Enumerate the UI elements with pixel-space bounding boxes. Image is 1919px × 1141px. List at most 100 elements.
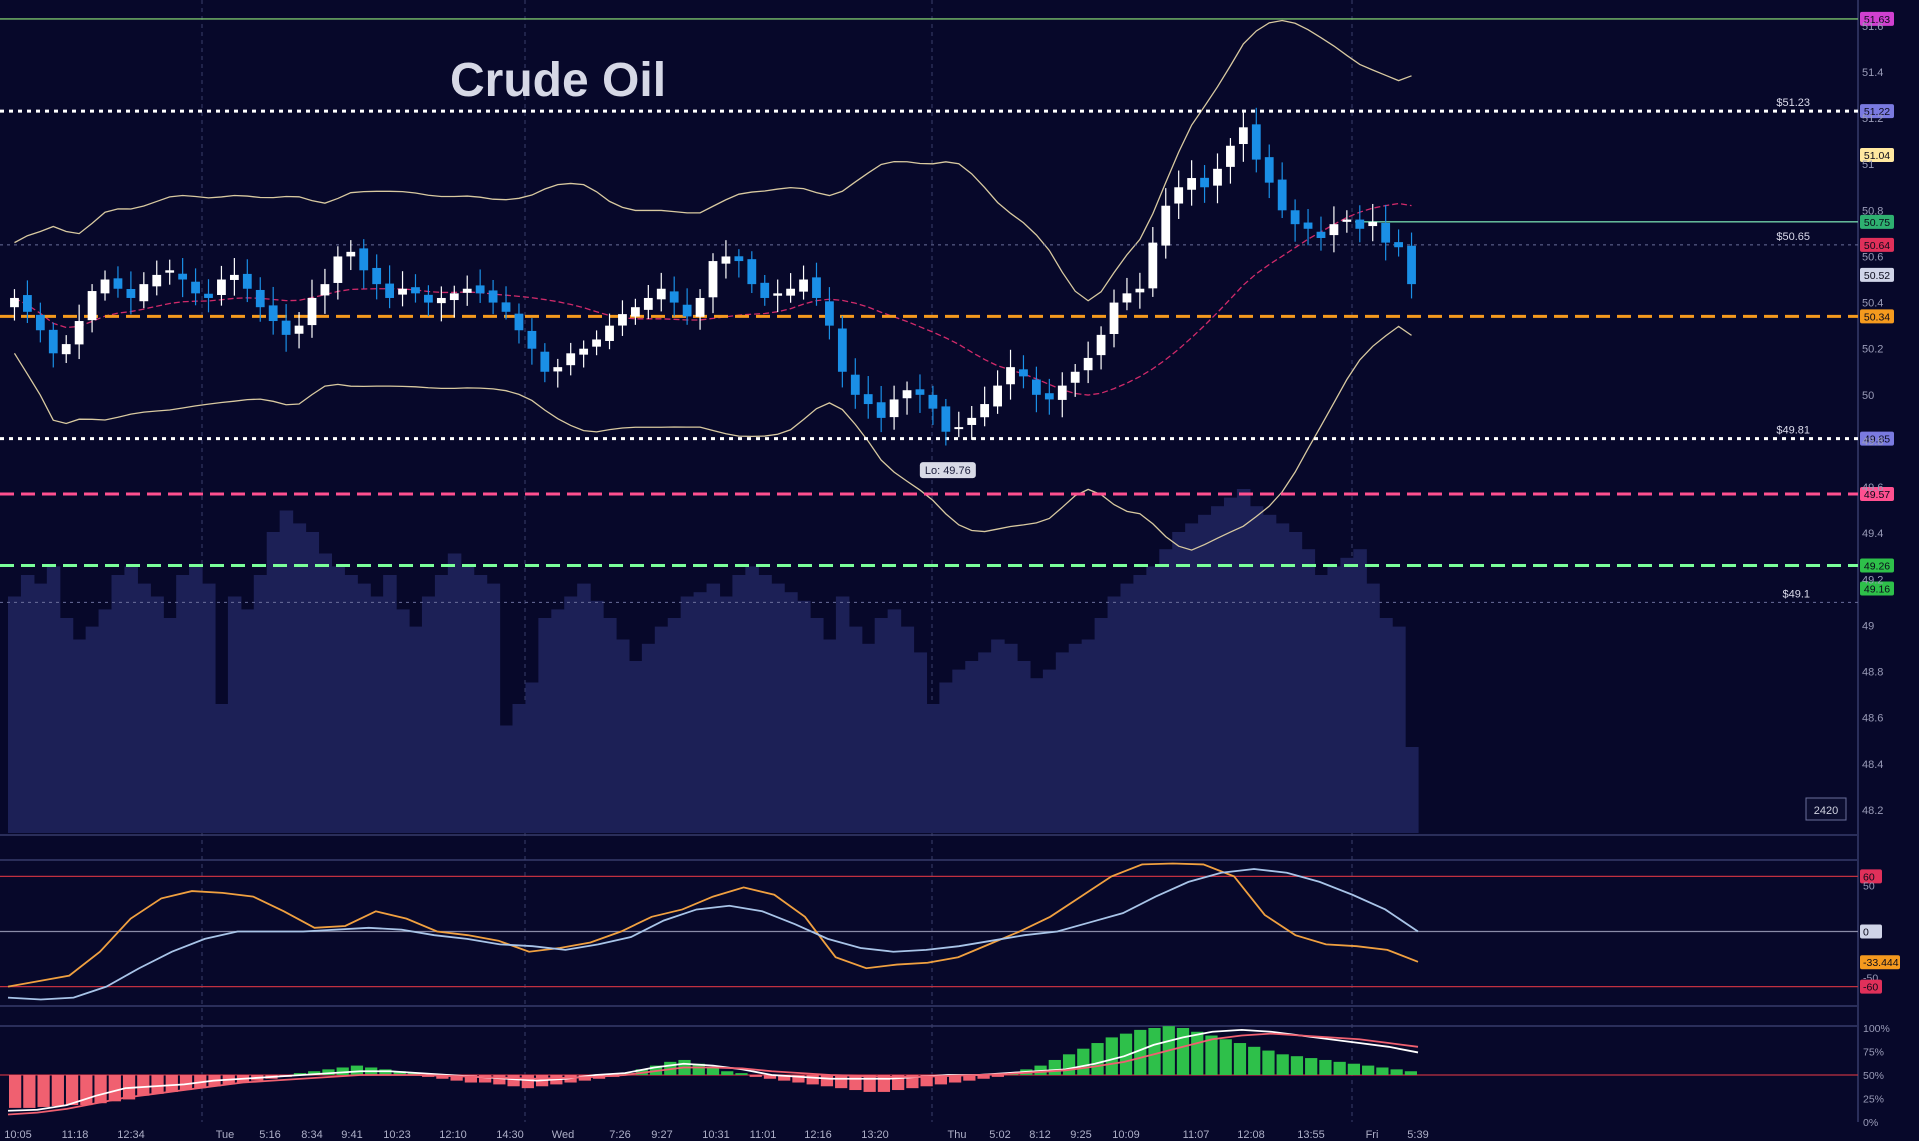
histogram-bar bbox=[1134, 1029, 1147, 1075]
histogram-bar bbox=[1219, 1039, 1232, 1075]
candle-body bbox=[902, 390, 912, 399]
histogram-bar bbox=[1390, 1069, 1403, 1075]
time-tick-label: 14:30 bbox=[496, 1129, 524, 1141]
volume-bar bbox=[292, 523, 307, 833]
level-tag-label: 50.52 bbox=[1864, 270, 1890, 282]
candle-body bbox=[1109, 302, 1119, 335]
volume-bar bbox=[1392, 626, 1406, 833]
volume-bar bbox=[1042, 669, 1057, 833]
candle-body bbox=[204, 293, 213, 298]
volume-bar bbox=[797, 600, 811, 833]
candle-body bbox=[695, 297, 705, 317]
volume-bar bbox=[370, 596, 384, 833]
volume-bar bbox=[732, 575, 746, 833]
time-tick-label: 11:18 bbox=[62, 1129, 89, 1141]
histogram-bar bbox=[1176, 1028, 1190, 1075]
candle-body bbox=[178, 273, 188, 280]
candle-body bbox=[1238, 127, 1248, 145]
volume-bar bbox=[1107, 596, 1122, 833]
volume-bar bbox=[512, 704, 527, 833]
volume-bar bbox=[952, 669, 966, 833]
stoch-tag bbox=[1860, 924, 1882, 939]
volume-bar bbox=[835, 596, 850, 833]
level-tag bbox=[1860, 558, 1894, 573]
stoch-tag bbox=[1860, 979, 1882, 994]
volume-bar bbox=[577, 583, 591, 833]
price-tick-label: 51.2 bbox=[1862, 113, 1883, 125]
histogram-bar bbox=[293, 1073, 307, 1075]
volume-bar bbox=[20, 575, 35, 833]
candle-body bbox=[799, 279, 808, 292]
stoch-tag bbox=[1860, 955, 1900, 970]
volume-bar bbox=[1262, 514, 1277, 833]
histogram-bar bbox=[464, 1075, 477, 1083]
histogram-bar bbox=[792, 1075, 805, 1083]
level-tag bbox=[1860, 267, 1894, 282]
volume-bar bbox=[460, 566, 475, 833]
volume-bar bbox=[538, 618, 552, 833]
time-tick-label: 12:10 bbox=[439, 1129, 467, 1141]
candle-body bbox=[35, 314, 45, 331]
price-tick-label: 48.8 bbox=[1862, 667, 1883, 679]
candle-body bbox=[229, 274, 239, 280]
volume-bar bbox=[848, 626, 863, 833]
volume-bar bbox=[978, 652, 992, 833]
volume-bar bbox=[1327, 566, 1341, 833]
lo-label-box bbox=[919, 462, 976, 479]
time-tick-label: 12:08 bbox=[1237, 1129, 1265, 1141]
candle-body bbox=[152, 274, 162, 287]
candle-body bbox=[980, 404, 990, 418]
histogram-bar bbox=[23, 1075, 36, 1108]
level-tag bbox=[1860, 214, 1894, 229]
histogram-bar bbox=[165, 1075, 178, 1092]
price-tick-label: 48.6 bbox=[1862, 713, 1883, 725]
candle-body bbox=[669, 291, 679, 303]
candle-body bbox=[1394, 242, 1403, 248]
time-tick-label: 5:39 bbox=[1407, 1129, 1428, 1141]
volume-bar bbox=[1314, 575, 1329, 833]
candle-body bbox=[1407, 245, 1416, 285]
time-tick-label: 12:34 bbox=[117, 1129, 145, 1141]
volume-bar bbox=[680, 596, 695, 833]
momentum-panel: 100% 75% 50% 25% 0% bbox=[0, 1023, 1890, 1129]
candle-body bbox=[217, 279, 226, 296]
candle-body bbox=[540, 351, 550, 372]
candle-body bbox=[514, 313, 524, 331]
histogram-bar bbox=[1205, 1035, 1218, 1075]
histogram-bar bbox=[920, 1075, 933, 1087]
volume-bar bbox=[189, 566, 203, 833]
level-tag-label: 49.16 bbox=[1864, 584, 1890, 596]
level-price-label: $49.81 bbox=[1776, 425, 1810, 437]
time-tick-label: 5:16 bbox=[259, 1129, 280, 1141]
volume-bar bbox=[628, 661, 643, 833]
candle-body bbox=[139, 284, 149, 302]
candle-body bbox=[1174, 187, 1184, 204]
volume-bar bbox=[1198, 514, 1212, 833]
volume-bar bbox=[279, 510, 294, 833]
histogram-bar bbox=[820, 1075, 834, 1087]
volume-bar bbox=[1249, 506, 1264, 833]
candle-body bbox=[527, 330, 537, 349]
histogram-bar bbox=[1091, 1043, 1104, 1075]
histogram-bar bbox=[94, 1075, 107, 1104]
time-axis: 10:05 11:18 12:34 Tue 5:16 8:34 9:41 10:23 12:10… bbox=[4, 1129, 1428, 1141]
candle-body bbox=[747, 259, 757, 285]
candle-body bbox=[941, 406, 951, 432]
histogram-bar bbox=[778, 1075, 791, 1081]
stoch-line bbox=[7, 862, 1419, 988]
price-tick-label: 49.8 bbox=[1862, 436, 1883, 448]
histogram-bar bbox=[1290, 1056, 1304, 1075]
volume-bar bbox=[1236, 489, 1251, 833]
time-tick-label: 10:05 bbox=[4, 1129, 32, 1141]
level-tag bbox=[1860, 486, 1894, 501]
mom-axis-label: 25% bbox=[1863, 1094, 1884, 1106]
volume-bar bbox=[603, 618, 617, 833]
volume-badge: 2420 bbox=[1814, 805, 1838, 817]
volume-bar bbox=[887, 609, 902, 833]
volume-bar bbox=[486, 583, 501, 833]
candle-body bbox=[967, 417, 977, 425]
candle-body bbox=[579, 348, 589, 355]
price-levels: Lo: 49.76 51.63 $51.23 51.22 51.04 50.75 $50.6… bbox=[0, 11, 1894, 821]
price-tick-label: 51 bbox=[1862, 159, 1874, 171]
